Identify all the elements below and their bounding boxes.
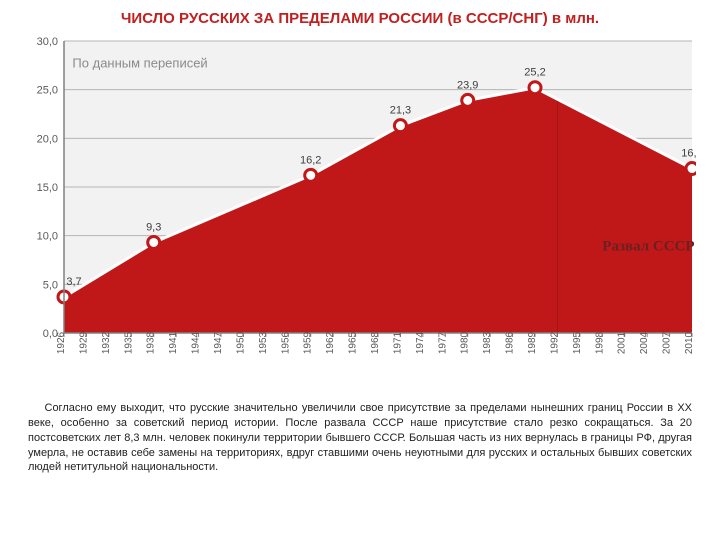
data-point-label: 16,9 bbox=[681, 148, 696, 160]
x-tick-label: 1995 bbox=[572, 331, 583, 354]
data-point bbox=[148, 236, 160, 248]
x-tick-label: 1935 bbox=[123, 331, 134, 354]
data-point-label: 25,2 bbox=[524, 67, 545, 79]
x-tick-label: 1947 bbox=[213, 331, 224, 354]
x-tick-label: 1956 bbox=[280, 331, 291, 354]
x-tick-label: 1941 bbox=[168, 331, 179, 354]
caption-text: Согласно ему выходит, что русские значит… bbox=[0, 387, 720, 475]
x-tick-label: 1965 bbox=[348, 331, 359, 354]
area-chart: 0,05,010,015,020,025,030,03,79,316,221,3… bbox=[24, 33, 696, 387]
x-tick-label: 1959 bbox=[303, 331, 314, 354]
x-tick-label: 1950 bbox=[235, 331, 246, 354]
data-point-label: 21,3 bbox=[390, 105, 411, 117]
x-tick-label: 1932 bbox=[101, 331, 112, 354]
x-tick-label: 1974 bbox=[415, 331, 426, 354]
x-tick-label: 1938 bbox=[146, 331, 157, 354]
data-point-label: 23,9 bbox=[457, 79, 478, 91]
data-point bbox=[394, 120, 406, 132]
x-tick-label: 1971 bbox=[392, 331, 403, 354]
chart-subtitle: По данным переписей bbox=[72, 55, 207, 70]
x-tick-label: 1929 bbox=[78, 331, 89, 354]
data-point-label: 3,7 bbox=[66, 276, 81, 288]
data-point-label: 9,3 bbox=[146, 221, 161, 233]
y-tick-label: 10,0 bbox=[37, 231, 58, 243]
y-tick-label: 25,0 bbox=[37, 85, 58, 97]
x-tick-label: 1962 bbox=[325, 331, 336, 354]
data-point bbox=[686, 163, 696, 175]
x-tick-label: 1989 bbox=[527, 331, 538, 354]
x-tick-label: 1983 bbox=[482, 331, 493, 354]
x-tick-label: 2004 bbox=[639, 331, 650, 354]
x-tick-label: 1986 bbox=[505, 331, 516, 354]
data-point bbox=[462, 94, 474, 106]
x-tick-label: 2007 bbox=[662, 331, 673, 354]
x-tick-label: 1944 bbox=[191, 331, 202, 354]
annotation-ussr-collapse: Развал СССР bbox=[602, 238, 694, 254]
x-tick-label: 1968 bbox=[370, 331, 381, 354]
x-tick-label: 1953 bbox=[258, 331, 269, 354]
x-tick-label: 1998 bbox=[594, 331, 605, 354]
data-point bbox=[305, 169, 317, 181]
y-tick-label: 5,0 bbox=[43, 279, 58, 291]
x-tick-label: 1977 bbox=[437, 331, 448, 354]
chart-container: 0,05,010,015,020,025,030,03,79,316,221,3… bbox=[24, 33, 696, 387]
chart-title: ЧИСЛО РУССКИХ ЗА ПРЕДЕЛАМИ РОССИИ (в ССС… bbox=[0, 0, 720, 33]
y-tick-label: 15,0 bbox=[37, 182, 58, 194]
y-tick-label: 30,0 bbox=[37, 36, 58, 48]
x-tick-label: 2001 bbox=[617, 331, 628, 354]
x-tick-label: 1926 bbox=[56, 331, 67, 354]
data-point bbox=[529, 82, 541, 94]
x-tick-label: 1992 bbox=[549, 331, 560, 354]
x-tick-label: 2010 bbox=[684, 331, 695, 354]
data-point-label: 16,2 bbox=[300, 154, 321, 166]
y-tick-label: 20,0 bbox=[37, 133, 58, 145]
x-tick-label: 1980 bbox=[460, 331, 471, 354]
